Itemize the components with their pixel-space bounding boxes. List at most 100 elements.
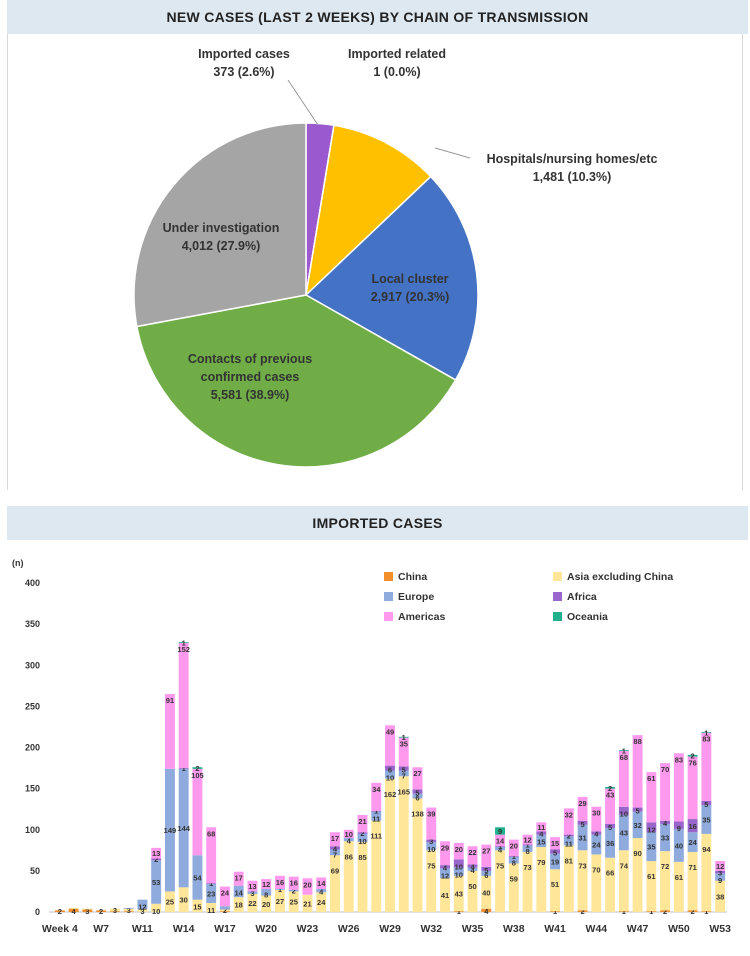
bar-data-label: 24 [317,898,326,907]
pie-label-contacts-of-previous-confirmed-cases: Contacts of previous [188,352,312,366]
bar-segment-americas [247,880,258,892]
bar-segment-asia [715,880,726,912]
bar-data-label: 2 [292,886,296,895]
bar-segment-americas [385,725,395,766]
bar-segment-china [68,908,79,912]
bar-segment-europe [563,836,574,846]
bar-data-label: 53 [152,878,160,887]
bar-segment-americas [453,842,464,860]
bar-segment-asia [302,894,313,912]
bar-segment-china [123,911,134,912]
bar-segment-europe [398,770,409,777]
bar-segment-oceania [495,827,505,835]
bar-segment-africa [591,831,602,835]
bar-segment-americas [426,807,437,840]
bar-data-label: 17 [331,834,339,843]
bar-data-label: 1 [402,733,406,742]
bar-segment-europe [371,811,382,821]
y-tick-label: 100 [25,825,40,835]
bar-data-label: 83 [702,735,710,744]
bar-data-label: 4 [72,907,77,916]
bar-segment-europe [687,832,698,852]
bar-data-label: 2 [58,907,62,916]
bar-segment-china [453,911,464,912]
pie-value-contacts-of-previous-confirmed-cases: 5,581 (38.9%) [211,388,290,402]
bar-segment-asia [577,850,588,911]
bar-data-label: 94 [702,845,711,854]
y-tick-label: 150 [25,784,40,794]
bar-segment-china [96,910,107,912]
bar-segment-asia [316,892,327,912]
x-tick-label: W11 [132,923,153,935]
bar-data-label: 1 [498,842,502,851]
bar-data-label: 35 [400,740,408,749]
bar-segment-africa [550,849,561,854]
bar-segment-asia [357,842,368,912]
pie-leader-line-hospitals-nursing-homes-etc [434,147,471,159]
pie-chart-title: NEW CASES (LAST 2 WEEKS) BY CHAIN OF TRA… [166,9,589,25]
x-tick-label: W35 [462,923,484,935]
bar-segment-africa [371,810,382,812]
bar-data-label: 12 [441,871,449,880]
bar-segment-asia [632,837,643,912]
bar-data-label: 27 [482,847,490,856]
bar-data-label: 27 [413,769,421,778]
bar-data-label: 1 [457,907,461,916]
bar-data-label: 61 [647,872,655,881]
bar-segment-china [646,911,657,912]
bar-segment-africa [508,856,519,857]
bar-data-label: 91 [166,696,174,705]
bar-data-label: 59 [510,874,518,883]
bar-data-label: 3 [140,907,144,916]
bar-segment-africa [715,870,726,874]
bar-data-label: 54 [193,873,202,882]
bar-data-label: 69 [331,866,339,875]
bar-data-label: 39 [427,810,435,819]
bar-segment-asia [343,841,354,912]
bar-data-label: 6 [388,766,392,775]
legend-swatch-africa [553,592,562,601]
bar-segment-europe [467,867,478,871]
bar-chart-title: IMPORTED CASES [312,515,443,531]
bar-data-label: 2 [223,906,227,915]
bar-data-label: 105 [191,771,204,780]
bar-data-label: 8 [264,891,268,900]
bar-segment-asia [275,889,285,912]
bar-segment-europe [288,889,299,892]
bar-data-label: 10 [345,830,353,839]
bar-segment-europe [453,867,464,876]
bar-data-label: 144 [177,824,190,833]
bar-segment-africa [632,807,643,812]
bar-data-label: 16 [276,878,284,887]
bar-segment-asia [495,850,505,912]
bar-data-label: 70 [661,765,669,774]
bar-data-label: 22 [468,848,476,857]
bar-segment-asia [178,887,189,912]
bar-data-label: 5 [553,849,557,858]
bar-data-label: 68 [620,753,628,762]
bar-data-label: 5 [608,823,612,832]
bar-segment-americas [398,737,409,767]
bar-data-label: 2 [580,907,584,916]
bar-segment-asia [591,854,602,912]
bar-segment-asia [550,869,561,912]
pie-slice-local-cluster [304,175,479,381]
bar-segment-oceania [178,642,189,644]
bar-data-label: 11 [537,823,545,832]
bar-segment-americas [275,875,285,889]
bar-data-label: 11 [565,839,573,848]
pie-value-local-cluster: 2,917 (20.3%) [371,290,450,304]
bar-segment-europe [508,856,519,864]
bar-data-label: 19 [551,857,559,866]
bar-data-label: 10 [152,907,160,916]
x-tick-label: Week 4 [42,923,78,935]
bar-segment-europe [660,823,671,852]
bar-segment-china [219,911,230,912]
bar-data-label: 4 [319,887,324,896]
bar-segment-asia [288,891,299,912]
bar-segment-europe [123,907,134,909]
y-tick-label: 200 [25,743,40,753]
bar-data-label: 152 [177,645,190,654]
bar-data-label: 2 [360,829,364,838]
